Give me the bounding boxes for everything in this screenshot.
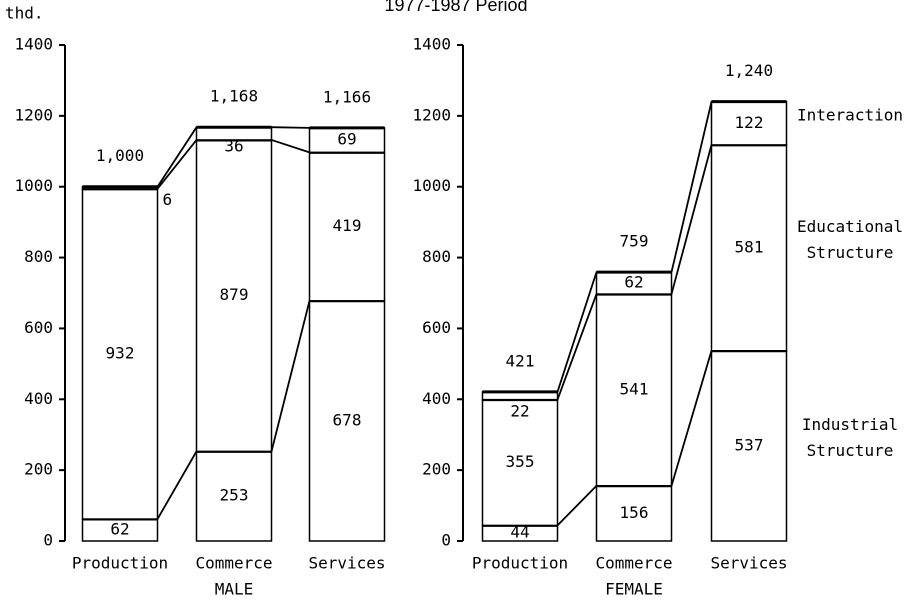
connector — [670, 101, 713, 273]
bar-segment — [195, 450, 273, 542]
y-tick-label: 1200 — [412, 105, 451, 124]
total-label: 1,168 — [210, 87, 258, 106]
bar-segment — [595, 293, 673, 487]
connector — [670, 144, 713, 295]
segment-label: 355 — [506, 452, 535, 471]
segment-label: 541 — [620, 379, 649, 398]
segment-label: 62 — [624, 273, 643, 292]
segment-label: 156 — [620, 503, 649, 522]
bar-segment — [308, 151, 386, 302]
connector — [156, 139, 198, 190]
connector — [271, 126, 310, 129]
total-label: 421 — [506, 351, 535, 370]
segment-label: 932 — [106, 343, 135, 362]
segment-label: 581 — [735, 237, 764, 256]
y-tick-label: 200 — [24, 460, 53, 479]
segment-label: 36 — [224, 137, 243, 156]
bar-segment — [710, 144, 788, 352]
y-tick-label: 1000 — [412, 176, 451, 195]
y-tick-label: 800 — [24, 247, 53, 266]
total-label: 759 — [620, 232, 649, 251]
x-tick-label: Production — [472, 554, 568, 573]
connector — [270, 300, 311, 452]
bar-segment — [308, 300, 386, 542]
y-tick-label: 600 — [24, 318, 53, 337]
y-tick-label: 400 — [422, 389, 451, 408]
x-tick-label: Services — [710, 554, 787, 573]
segment-label: 678 — [333, 410, 362, 429]
y-tick-label: 1000 — [14, 176, 53, 195]
total-label: 1,240 — [725, 61, 773, 80]
y-axis-label: thd. — [5, 4, 44, 23]
connector — [556, 293, 598, 400]
connector — [156, 450, 198, 520]
y-tick-label: 400 — [24, 389, 53, 408]
total-label: 1,166 — [323, 87, 371, 106]
connector — [271, 139, 310, 154]
y-tick-label: 800 — [422, 247, 451, 266]
x-tick-label: Production — [72, 554, 168, 573]
segment-label: 253 — [220, 486, 249, 505]
y-tick-label: 200 — [422, 460, 451, 479]
y-tick-label: 1400 — [412, 35, 451, 54]
legend-label: Educational Structure — [797, 216, 903, 261]
y-tick-label: 0 — [441, 531, 451, 550]
x-tick-label: Commerce — [195, 554, 272, 573]
segment-label: 6 — [163, 190, 173, 209]
segment-label: 419 — [333, 216, 362, 235]
segment-label: 69 — [337, 130, 356, 149]
y-tick-label: 600 — [422, 318, 451, 337]
connector — [156, 126, 198, 188]
bar-segment — [308, 127, 386, 154]
legend-label: Industrial Structure — [802, 414, 898, 459]
x-axis-label: MALE — [215, 580, 254, 599]
x-axis-label: FEMALE — [605, 580, 663, 599]
connector — [556, 485, 598, 527]
bar-segment — [710, 349, 788, 542]
y-tick-label: 0 — [43, 531, 53, 550]
x-tick-label: Services — [308, 554, 385, 573]
y-tick-label: 1400 — [14, 35, 53, 54]
bar-segment — [481, 398, 559, 527]
legend-label: Interaction — [797, 105, 903, 124]
x-tick-label: Commerce — [595, 554, 672, 573]
total-label: 1,000 — [96, 146, 144, 165]
chart-title: 1977-1987 Period — [384, 0, 527, 15]
segment-label: 44 — [510, 523, 529, 542]
connector — [556, 271, 598, 393]
segment-label: 62 — [110, 520, 129, 539]
segment-label: 537 — [735, 435, 764, 454]
connector — [670, 350, 713, 486]
segment-label: 122 — [735, 113, 764, 132]
y-tick-label: 1200 — [14, 105, 53, 124]
bar-segment — [195, 139, 273, 453]
bar-segment — [81, 188, 159, 520]
segment-label: 22 — [510, 401, 529, 420]
bar-segment — [710, 100, 788, 146]
segment-label: 879 — [220, 285, 249, 304]
